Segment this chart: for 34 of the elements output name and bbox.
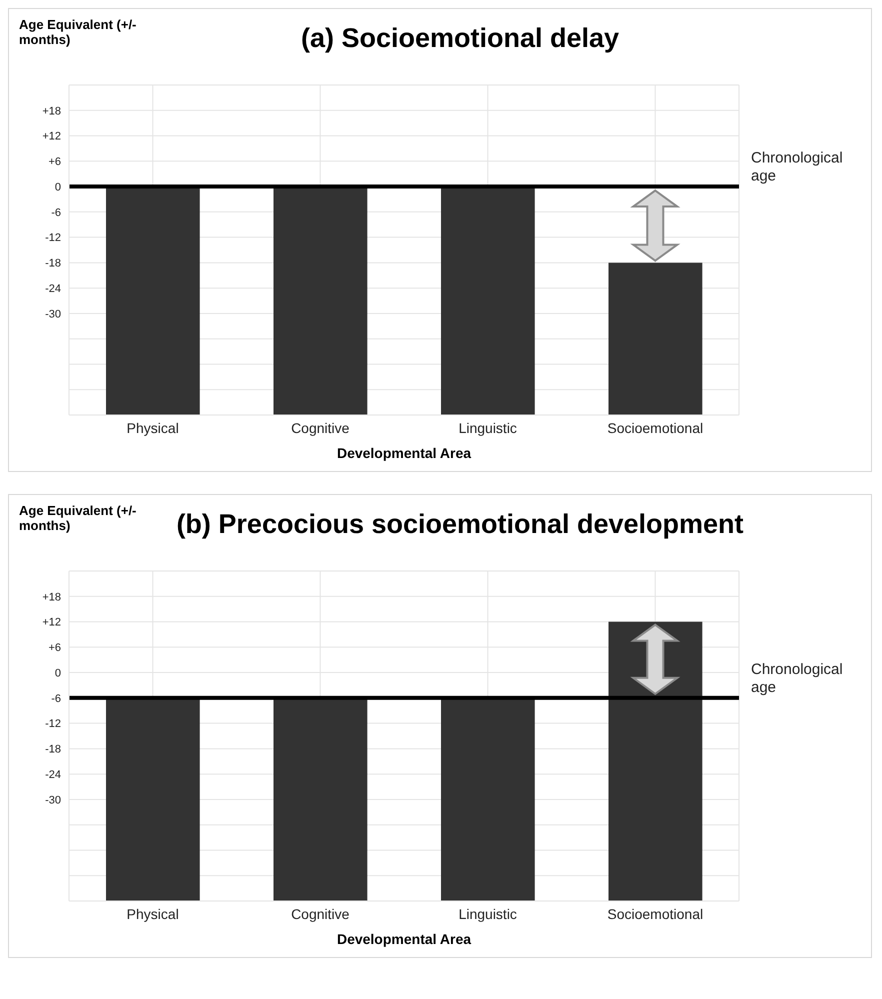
y-tick-label: -12 xyxy=(45,718,61,730)
x-tick-label: Physical xyxy=(126,420,179,436)
chart-title: (a) Socioemotional delay xyxy=(300,22,620,54)
x-tick-label: Socioemotional xyxy=(607,420,704,436)
x-tick-label: Physical xyxy=(126,906,179,922)
y-tick-label: -18 xyxy=(45,258,61,270)
y-tick-label: -24 xyxy=(45,282,61,295)
y-axis-title: Age Equivalent (+/- months) xyxy=(18,503,138,533)
y-tick-label: -30 xyxy=(45,794,61,806)
y-tick-label: +6 xyxy=(48,642,61,654)
x-tick-label: Linguistic xyxy=(458,906,517,922)
x-tick-label: Socioemotional xyxy=(607,906,704,922)
x-tick-label: Linguistic xyxy=(458,420,517,436)
y-tick-label: 0 xyxy=(54,181,61,194)
y-axis-title: Age Equivalent (+/- months) xyxy=(18,17,138,47)
y-tick-label: 0 xyxy=(54,667,61,680)
chart-title: (b) Precocious socioemotional development xyxy=(175,508,745,540)
y-tick-label: -6 xyxy=(51,206,61,219)
y-tick-label: -12 xyxy=(45,232,61,244)
y-tick-label: -24 xyxy=(45,768,61,781)
y-tick-label: +18 xyxy=(42,591,61,604)
y-tick-label: +12 xyxy=(42,130,61,143)
y-tick-label: +6 xyxy=(48,156,61,168)
x-tick-label: Cognitive xyxy=(291,906,350,922)
x-tick-label: Cognitive xyxy=(291,420,350,436)
x-axis-title: Developmental Area xyxy=(336,445,472,461)
ref-line-label: Chronological age xyxy=(751,150,843,185)
y-tick-label: -30 xyxy=(45,308,61,320)
ref-line-label: Chronological age xyxy=(751,660,843,696)
y-tick-label: -18 xyxy=(45,744,61,756)
x-axis-title: Developmental Area xyxy=(336,931,472,947)
y-tick-label: +18 xyxy=(42,105,61,118)
y-tick-label: -6 xyxy=(51,692,61,705)
y-tick-label: +12 xyxy=(42,616,61,629)
